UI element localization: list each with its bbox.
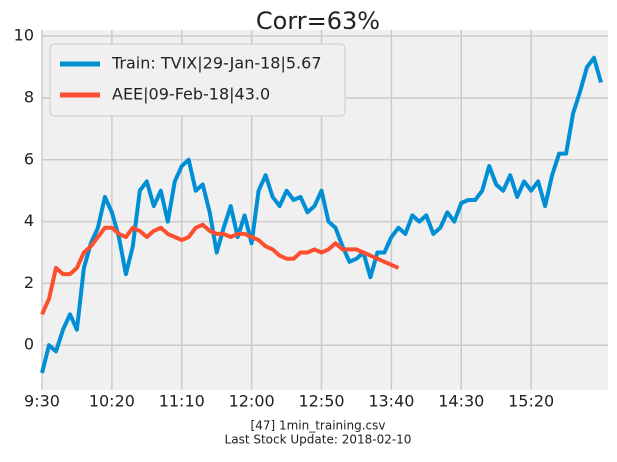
y-tick-label: 10 [14, 26, 34, 45]
y-tick-label: 8 [24, 87, 34, 106]
footer-note: [47] 1min_training.csv [251, 419, 386, 433]
x-tick-label: 12:50 [298, 392, 344, 411]
x-tick-label: 9:30 [24, 392, 60, 411]
legend-box [49, 43, 346, 117]
x-tick-label: 10:20 [89, 392, 135, 411]
x-tick-label: 11:10 [159, 392, 205, 411]
x-tick-label: 12:00 [229, 392, 275, 411]
y-tick-label: 4 [24, 211, 34, 230]
legend-label: AEE|09-Feb-18|43.0 [112, 85, 270, 104]
legend-label: Train: TVIX|29-Jan-18|5.67 [111, 54, 322, 73]
y-tick-label: 2 [24, 273, 34, 292]
y-tick-label: 0 [24, 335, 34, 354]
x-tick-label: 14:30 [438, 392, 484, 411]
series-line [40, 222, 400, 316]
y-tick-label: 6 [24, 149, 34, 168]
chart-title: Corr=63% [256, 7, 380, 35]
x-tick-label: 15:20 [508, 392, 554, 411]
footer-note: Last Stock Update: 2018-02-10 [225, 433, 412, 447]
x-tick-label: 13:40 [368, 392, 414, 411]
